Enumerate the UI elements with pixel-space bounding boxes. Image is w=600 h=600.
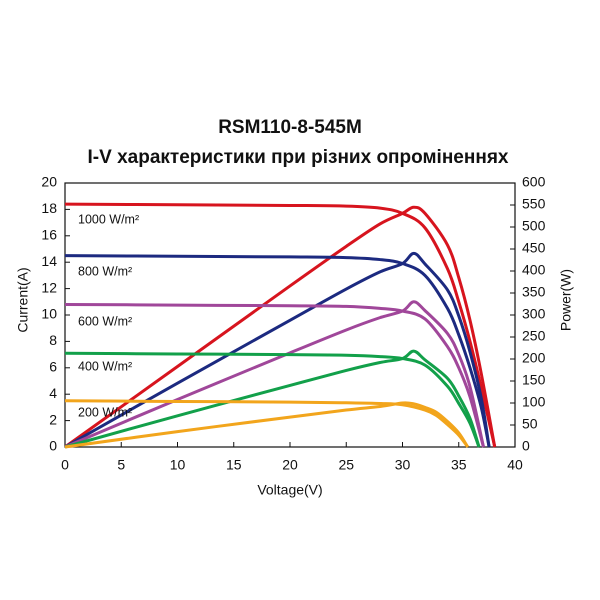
y2-tick-label: 300 [522, 306, 546, 322]
power-curve [64, 401, 470, 449]
y-tick-label: 12 [41, 279, 57, 295]
chart-subtitle: I-V характеристики при різних опроміненн… [88, 147, 509, 168]
y-tick-label: 14 [41, 253, 57, 269]
x-axis-label: Voltage(V) [257, 482, 322, 498]
y-tick-label: 16 [41, 227, 57, 243]
x-tick-label: 5 [117, 457, 125, 473]
y2-tick-label: 400 [522, 262, 546, 278]
x-tick-label: 10 [170, 457, 186, 473]
y-tick-label: 10 [41, 306, 57, 322]
x-tick-label: 0 [61, 457, 69, 473]
iv-curve [64, 302, 485, 448]
y-tick-label: 0 [49, 438, 57, 454]
x-tick-label: 40 [507, 457, 523, 473]
y2-tick-label: 100 [522, 394, 546, 410]
x-tick-label: 15 [226, 457, 242, 473]
irradiance-label: 1000 W/m² [78, 212, 139, 226]
power-curve [64, 349, 481, 449]
y-tick-label: 6 [49, 359, 57, 375]
y2-tick-label: 600 [522, 174, 546, 190]
y-tick-label: 20 [41, 174, 57, 190]
irradiance-label: 400 W/m² [78, 359, 132, 373]
irradiance-label: 800 W/m² [78, 264, 132, 278]
iv-curve [64, 254, 491, 448]
power-curve [64, 251, 491, 449]
y2-tick-label: 500 [522, 218, 546, 234]
irradiance-label: 600 W/m² [78, 314, 132, 328]
y2-tick-label: 250 [522, 328, 546, 344]
y2-tick-label: 0 [522, 438, 530, 454]
y-tick-label: 8 [49, 332, 57, 348]
iv-curve [64, 202, 497, 448]
irradiance-label: 200 W/m² [78, 405, 132, 419]
y2-tick-label: 350 [522, 284, 546, 300]
y-tick-label: 4 [49, 385, 57, 401]
y2-tick-label: 450 [522, 240, 546, 256]
y-axis-label: Current(A) [15, 267, 31, 332]
x-tick-label: 30 [395, 457, 411, 473]
y2-axis-label: Power(W) [558, 269, 574, 331]
power-curve [64, 300, 485, 449]
iv-curve [64, 351, 481, 448]
x-tick-label: 35 [451, 457, 467, 473]
y2-tick-label: 550 [522, 196, 546, 212]
y-tick-label: 2 [49, 411, 57, 427]
power-curve [64, 205, 497, 449]
x-tick-label: 25 [338, 457, 354, 473]
chart-title: RSM110-8-545M [218, 117, 362, 138]
y2-tick-label: 50 [522, 416, 538, 432]
y-tick-label: 18 [41, 200, 57, 216]
y2-tick-label: 150 [522, 372, 546, 388]
y2-tick-label: 200 [522, 350, 546, 366]
x-tick-label: 20 [282, 457, 298, 473]
